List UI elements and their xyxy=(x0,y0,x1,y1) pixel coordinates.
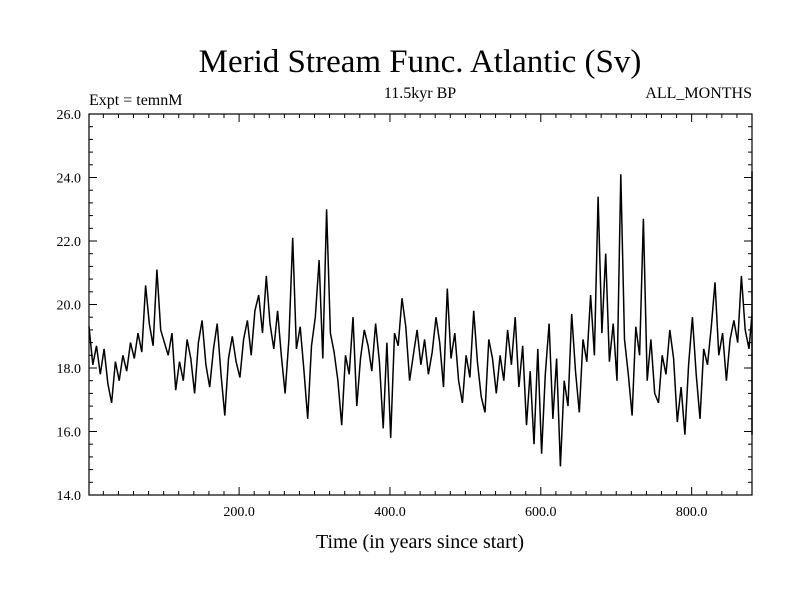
y-tick-label: 22.0 xyxy=(57,235,82,250)
y-tick-label: 18.0 xyxy=(57,362,82,377)
y-tick-label: 24.0 xyxy=(57,172,82,187)
series-line xyxy=(88,171,753,467)
plot-frame xyxy=(88,113,753,496)
y-tick-label: 16.0 xyxy=(57,426,82,441)
x-tick-label: 600.0 xyxy=(525,505,557,520)
y-tick-label: 26.0 xyxy=(57,108,82,123)
chart-title: Merid Stream Func. Atlantic (Sv) xyxy=(199,44,642,80)
axis-ticks: 200.0 400.0 600.0 800.0 14.0 16.0 18.0 20.0 22.0… xyxy=(57,108,753,520)
x-tick-label: 800.0 xyxy=(676,505,708,520)
experiment-label: Expt = temnM xyxy=(89,92,182,109)
period-label: 11.5kyr BP xyxy=(384,85,456,102)
y-tick-label: 20.0 xyxy=(57,299,82,314)
x-axis-label: Time (in years since start) xyxy=(316,531,524,553)
x-tick-label: 200.0 xyxy=(223,505,255,520)
series-layer xyxy=(88,171,753,467)
months-label: ALL_MONTHS xyxy=(645,85,752,102)
y-tick-label: 14.0 xyxy=(57,489,82,504)
x-tick-label: 400.0 xyxy=(374,505,406,520)
